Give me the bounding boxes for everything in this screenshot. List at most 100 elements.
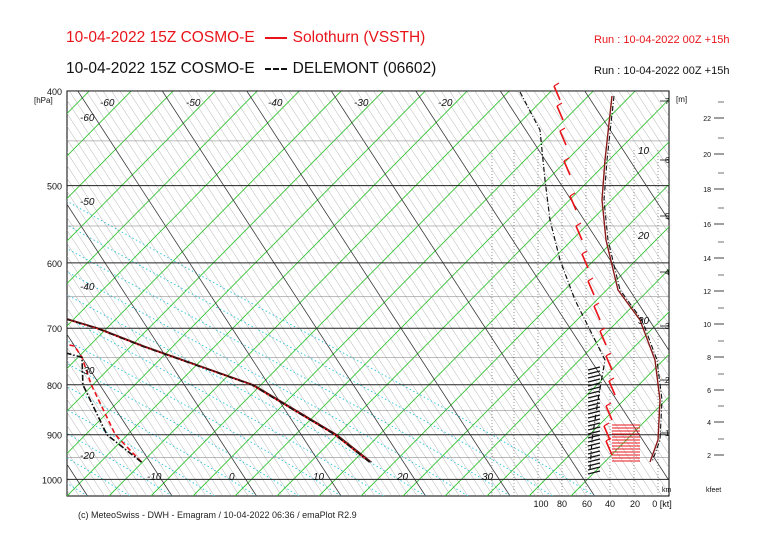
temp-label-inner: 10 — [638, 146, 650, 157]
hatch-line — [305, 91, 570, 496]
wind-barb — [581, 253, 589, 269]
hatch-line — [508, 91, 669, 338]
dry-adiabat — [402, 226, 669, 496]
wind-barb-delemont — [587, 418, 601, 423]
kfeet-tick-label: 22 — [703, 116, 711, 123]
delemont-speed-profile — [519, 91, 606, 471]
wind-barb-delemont — [587, 370, 601, 375]
hatch-line — [525, 91, 669, 312]
hatch-line — [111, 91, 375, 496]
hatch-line — [491, 91, 669, 364]
km-tick-label: 4 — [665, 268, 670, 277]
dry-adiabat — [486, 311, 669, 496]
hatch-line — [390, 91, 654, 496]
moist-adiabat — [0, 91, 45, 496]
run-info-solothurn: Run : 10-04-2022 00Z +15h — [594, 34, 730, 46]
wind-barb-feather — [608, 377, 615, 382]
hatch-line — [660, 91, 669, 104]
wind-barb-delemont — [587, 430, 601, 435]
hatch-line — [67, 152, 291, 496]
legend-dashdot-line — [264, 67, 287, 70]
hatch-line — [466, 91, 669, 403]
hatch-line — [67, 308, 190, 496]
dry-adiabat — [67, 91, 174, 200]
pressure-tick-label: 700 — [47, 324, 62, 334]
kfeet-tick-label: 16 — [703, 222, 711, 229]
dry-adiabat — [234, 91, 636, 496]
hatch-line — [67, 139, 299, 496]
hatch-line — [449, 91, 669, 429]
wind-barb-feather — [563, 157, 570, 162]
grid-layer — [0, 80, 766, 496]
hatch-line — [187, 91, 452, 496]
hatch-line — [745, 91, 766, 496]
hatch-line — [204, 91, 468, 496]
hatch-line — [86, 91, 350, 496]
hatch-line — [576, 91, 669, 234]
wind-barb — [605, 355, 613, 371]
hatch-line — [678, 91, 766, 496]
temp-label-bottom: -10 — [147, 472, 162, 483]
hatch-line — [67, 425, 114, 496]
moist-adiabat — [67, 224, 553, 496]
hatch-line — [67, 321, 181, 496]
km-tick-label: 2 — [665, 376, 670, 385]
hatch-line — [153, 91, 418, 496]
title-datetime-model-2: 10-04-2022 15Z COSMO-E — [66, 60, 255, 77]
hatch-line — [280, 91, 544, 496]
km-tick-label: 5 — [665, 212, 670, 221]
hatch-line — [67, 100, 325, 496]
hatch-line — [229, 91, 494, 496]
hatch-line — [69, 91, 333, 496]
wind-barb-feather — [605, 437, 612, 442]
wind-barb-delemont — [587, 414, 601, 419]
dry-adiabat — [570, 396, 669, 496]
hatch-line — [0, 91, 37, 496]
wind-barb-delemont — [587, 438, 601, 443]
hatch-line — [593, 91, 669, 208]
hatch-line — [348, 91, 612, 496]
hatch-line — [364, 91, 629, 496]
hatch-line — [703, 91, 766, 496]
wind-barb-delemont — [587, 394, 601, 399]
wind-barb-delemont — [587, 466, 601, 471]
title-datetime-model: 10-04-2022 15Z COSMO-E — [66, 29, 255, 46]
dry-adiabat — [360, 183, 669, 496]
moist-adiabat — [67, 247, 511, 496]
pressure-tick-label: 900 — [47, 431, 62, 441]
hatch-line — [67, 282, 206, 496]
hatch-line — [67, 230, 240, 496]
wind-barb-delemont — [587, 462, 601, 467]
temp-label-top: -40 — [268, 98, 283, 109]
isotherm — [77, 91, 342, 496]
hatch-line — [322, 91, 587, 496]
hatch-line — [170, 91, 435, 496]
delemont-wind-profile — [603, 95, 663, 463]
temp-label-left: -50 — [80, 197, 95, 208]
moist-adiabat — [67, 363, 300, 496]
wind-barb — [587, 280, 595, 296]
wind-barb-feather — [605, 402, 612, 407]
hatch-line — [67, 386, 139, 496]
temp-label-left: -40 — [80, 282, 95, 293]
wind-barb-feather — [553, 82, 560, 87]
hatch-line — [67, 113, 316, 496]
dry-adiabat — [0, 80, 25, 496]
isotherm — [67, 333, 173, 496]
temperature-shadow-line — [67, 318, 373, 463]
moist-adiabat — [67, 317, 384, 496]
hatch-line — [542, 91, 669, 286]
kfeet-tick-label: 14 — [703, 256, 711, 263]
legend-station-solothurn: Solothurn (VSSTH) — [292, 29, 426, 46]
wind-barb — [575, 225, 583, 241]
hatch-line — [550, 91, 669, 273]
dry-adiabat — [528, 353, 669, 496]
wind-barb — [563, 160, 571, 176]
wind-barb-feather — [603, 422, 610, 427]
wind-barb-delemont — [587, 422, 601, 427]
dry-adiabat — [67, 91, 384, 412]
moist-adiabat — [67, 433, 173, 496]
km-tick-label: 1 — [665, 429, 670, 438]
hatch-line — [559, 91, 669, 260]
hatch-line — [128, 91, 392, 496]
